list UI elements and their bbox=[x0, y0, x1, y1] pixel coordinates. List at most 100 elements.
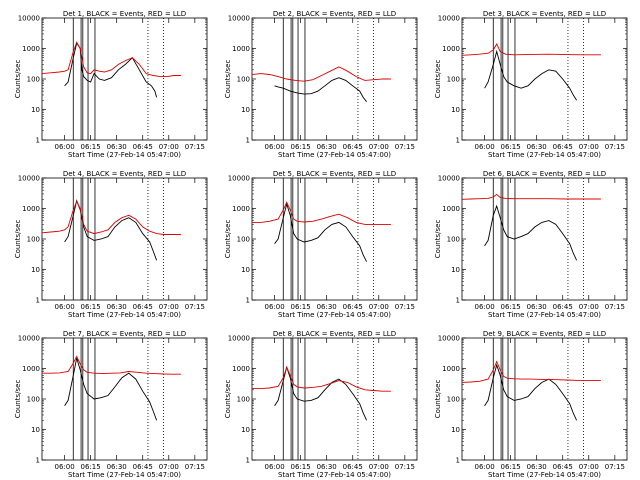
y-tick-label: 1000 bbox=[232, 45, 250, 53]
y-axis-label: Counts/sec bbox=[434, 380, 442, 419]
chart-title: Det 9, BLACK = Events, RED = LLD bbox=[483, 330, 606, 338]
y-axis-label: Counts/sec bbox=[14, 380, 22, 419]
y-tick-label: 10 bbox=[241, 266, 250, 274]
y-axis-label: Counts/sec bbox=[224, 60, 232, 99]
x-tick-label: 06:30 bbox=[107, 143, 127, 151]
x-tick-label: 06:45 bbox=[553, 303, 573, 311]
y-tick-label: 1 bbox=[36, 137, 40, 145]
x-tick-label: 06:15 bbox=[291, 143, 311, 151]
y-tick-label: 10000 bbox=[438, 335, 460, 343]
events-series-line bbox=[274, 77, 367, 102]
x-axis-label: Start Time (27-Feb-14 05:47:00) bbox=[68, 311, 181, 319]
y-tick-label: 10 bbox=[451, 106, 460, 114]
x-tick-label: 07:00 bbox=[369, 303, 389, 311]
y-tick-label: 1000 bbox=[442, 45, 460, 53]
x-tick-label: 06:45 bbox=[343, 303, 363, 311]
chart-panel-7: Det 7, BLACK = Events, RED = LLD 1 10 100 10… bbox=[14, 330, 208, 479]
chart-title: Det 3, BLACK = Events, RED = LLD bbox=[483, 10, 606, 18]
plot-frame bbox=[41, 337, 208, 461]
x-tick-label: 07:00 bbox=[579, 303, 599, 311]
chart-panel-4: Det 4, BLACK = Events, RED = LLD 1 10 100 10… bbox=[14, 170, 208, 319]
x-axis-label: Start Time (27-Feb-14 05:47:00) bbox=[68, 151, 181, 159]
chart-title: Det 1, BLACK = Events, RED = LLD bbox=[63, 10, 186, 18]
x-tick-label: 06:00 bbox=[264, 463, 284, 471]
x-tick-label: 06:45 bbox=[553, 143, 573, 151]
y-tick-label: 10000 bbox=[228, 15, 250, 23]
x-tick-label: 06:15 bbox=[501, 143, 521, 151]
plot-frame bbox=[251, 177, 418, 301]
y-axis-label: Counts/sec bbox=[224, 380, 232, 419]
x-tick-label: 06:45 bbox=[553, 463, 573, 471]
x-tick-label: 06:30 bbox=[107, 463, 127, 471]
chart-panel-3: Det 3, BLACK = Events, RED = LLD 1 10 100 10… bbox=[434, 10, 628, 159]
y-tick-label: 1 bbox=[36, 457, 40, 465]
x-tick-label: 06:45 bbox=[133, 463, 153, 471]
lld-series-line bbox=[461, 360, 601, 383]
x-axis-label: Start Time (27-Feb-14 05:47:00) bbox=[278, 471, 391, 479]
y-tick-label: 100 bbox=[27, 396, 40, 404]
y-tick-label: 10000 bbox=[228, 175, 250, 183]
x-tick-label: 06:45 bbox=[133, 303, 153, 311]
x-tick-label: 07:00 bbox=[579, 463, 599, 471]
y-tick-label: 10 bbox=[31, 266, 40, 274]
x-tick-label: 06:00 bbox=[474, 463, 494, 471]
y-tick-label: 100 bbox=[237, 76, 250, 84]
x-tick-label: 06:00 bbox=[54, 143, 74, 151]
x-tick-label: 06:45 bbox=[133, 143, 153, 151]
x-tick-label: 06:15 bbox=[291, 463, 311, 471]
y-tick-label: 1000 bbox=[442, 365, 460, 373]
x-tick-label: 07:15 bbox=[395, 303, 415, 311]
y-tick-label: 1000 bbox=[22, 45, 40, 53]
chart-panel-8: Det 8, BLACK = Events, RED = LLD 1 10 100 10… bbox=[224, 330, 418, 479]
plot-frame bbox=[251, 337, 418, 461]
y-tick-label: 10 bbox=[241, 106, 250, 114]
y-tick-label: 10 bbox=[451, 266, 460, 274]
y-tick-label: 10 bbox=[31, 426, 40, 434]
x-tick-label: 07:00 bbox=[369, 463, 389, 471]
y-tick-label: 100 bbox=[447, 236, 460, 244]
chart-title: Det 8, BLACK = Events, RED = LLD bbox=[273, 330, 396, 338]
x-axis-label: Start Time (27-Feb-14 05:47:00) bbox=[68, 471, 181, 479]
x-tick-label: 07:15 bbox=[605, 303, 625, 311]
y-tick-label: 10000 bbox=[438, 175, 460, 183]
plot-frame bbox=[461, 337, 628, 461]
y-tick-label: 10000 bbox=[18, 15, 40, 23]
x-tick-label: 06:30 bbox=[317, 303, 337, 311]
chart-title: Det 6, BLACK = Events, RED = LLD bbox=[483, 170, 606, 178]
y-tick-label: 1000 bbox=[22, 205, 40, 213]
x-tick-label: 06:45 bbox=[343, 143, 363, 151]
x-tick-label: 07:15 bbox=[395, 463, 415, 471]
y-axis-label: Counts/sec bbox=[434, 220, 442, 259]
x-axis-label: Start Time (27-Feb-14 05:47:00) bbox=[278, 151, 391, 159]
lld-series-line bbox=[252, 201, 391, 225]
x-tick-label: 07:15 bbox=[605, 463, 625, 471]
x-tick-label: 06:15 bbox=[81, 143, 101, 151]
plot-frame bbox=[461, 17, 628, 141]
events-series-line bbox=[274, 202, 368, 262]
x-tick-label: 07:15 bbox=[185, 303, 205, 311]
lld-series-line bbox=[461, 193, 601, 200]
y-tick-label: 1 bbox=[456, 457, 460, 465]
x-tick-label: 06:30 bbox=[527, 303, 547, 311]
chart-title: Det 2, BLACK = Events, RED = LLD bbox=[273, 10, 396, 18]
x-tick-label: 06:00 bbox=[264, 143, 284, 151]
y-axis-label: Counts/sec bbox=[224, 220, 232, 259]
chart-panel-6: Det 6, BLACK = Events, RED = LLD 1 10 100 10… bbox=[434, 170, 628, 319]
y-axis-label: Counts/sec bbox=[14, 220, 22, 259]
x-axis-label: Start Time (27-Feb-14 05:47:00) bbox=[488, 151, 601, 159]
events-series-line bbox=[484, 204, 578, 261]
x-axis-label: Start Time (27-Feb-14 05:47:00) bbox=[488, 471, 601, 479]
lld-series-line bbox=[42, 355, 181, 375]
y-tick-label: 1 bbox=[456, 297, 460, 305]
x-tick-label: 06:00 bbox=[54, 303, 74, 311]
x-tick-label: 07:00 bbox=[579, 143, 599, 151]
x-axis-label: Start Time (27-Feb-14 05:47:00) bbox=[278, 311, 391, 319]
y-tick-label: 100 bbox=[27, 236, 40, 244]
chart-panel-2: Det 2, BLACK = Events, RED = LLD 1 10 100 10… bbox=[224, 10, 418, 159]
y-axis-label: Counts/sec bbox=[434, 60, 442, 99]
y-tick-label: 100 bbox=[447, 76, 460, 84]
chart-title: Det 4, BLACK = Events, RED = LLD bbox=[63, 170, 186, 178]
x-tick-label: 07:00 bbox=[159, 463, 179, 471]
y-tick-label: 1000 bbox=[22, 365, 40, 373]
chart-title: Det 7, BLACK = Events, RED = LLD bbox=[63, 330, 186, 338]
